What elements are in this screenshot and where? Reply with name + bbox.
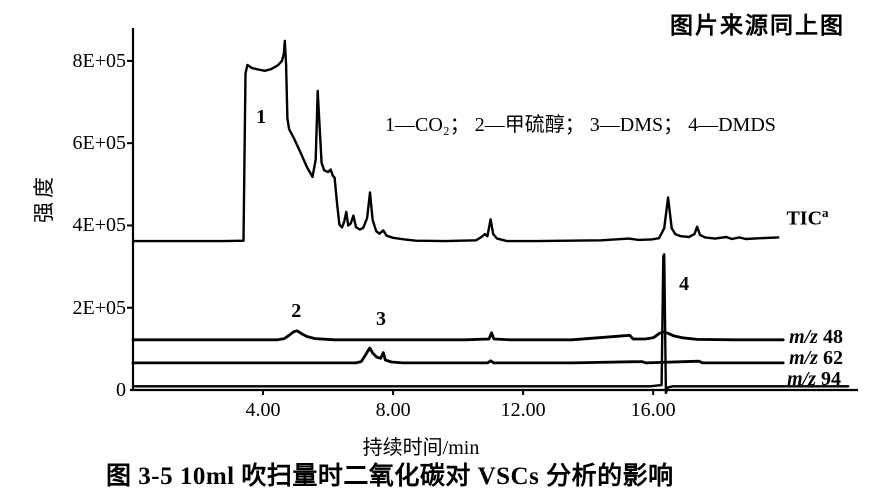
trace-tic: [131, 39, 780, 243]
chart-legend: 1—CO₂； 2—甲硫醇； 3—DMS； 4—DMDS: [385, 114, 776, 136]
peak-label-3: 3: [376, 307, 387, 330]
peak-label-4: 4: [679, 272, 690, 295]
tic-label: TICa: [786, 205, 829, 230]
mz48-label: m/z 48: [789, 326, 843, 349]
peak-label-2: 2: [291, 300, 302, 323]
figure-caption: 图 3-5 10ml 吹扫量时二氧化碳对 VSCs 分析的影响: [106, 463, 674, 490]
y-tick-label: 6E+05: [72, 132, 127, 155]
trace-mz94: [131, 253, 850, 395]
x-tick-label: 8.00: [375, 399, 411, 421]
trace-mz48: [131, 329, 785, 342]
mz94-label: m/z 94: [787, 367, 842, 390]
x-tick-label: 16.00: [630, 399, 676, 421]
image-source-note: 图片来源同上图: [670, 12, 845, 38]
peak-label-1: 1: [256, 105, 267, 128]
y-tick-label: 8E+05: [72, 49, 127, 72]
x-axis-title: 持续时间/min: [362, 437, 480, 459]
x-tick-label: 4.00: [245, 399, 281, 421]
y-tick-label: 0: [116, 379, 126, 401]
mz62-label: m/z 62: [789, 346, 843, 369]
y-tick-label: 2E+05: [72, 296, 127, 319]
y-tick-label: 4E+05: [72, 214, 127, 237]
x-tick-label: 12.00: [500, 399, 546, 421]
trace-mz62: [131, 346, 785, 365]
